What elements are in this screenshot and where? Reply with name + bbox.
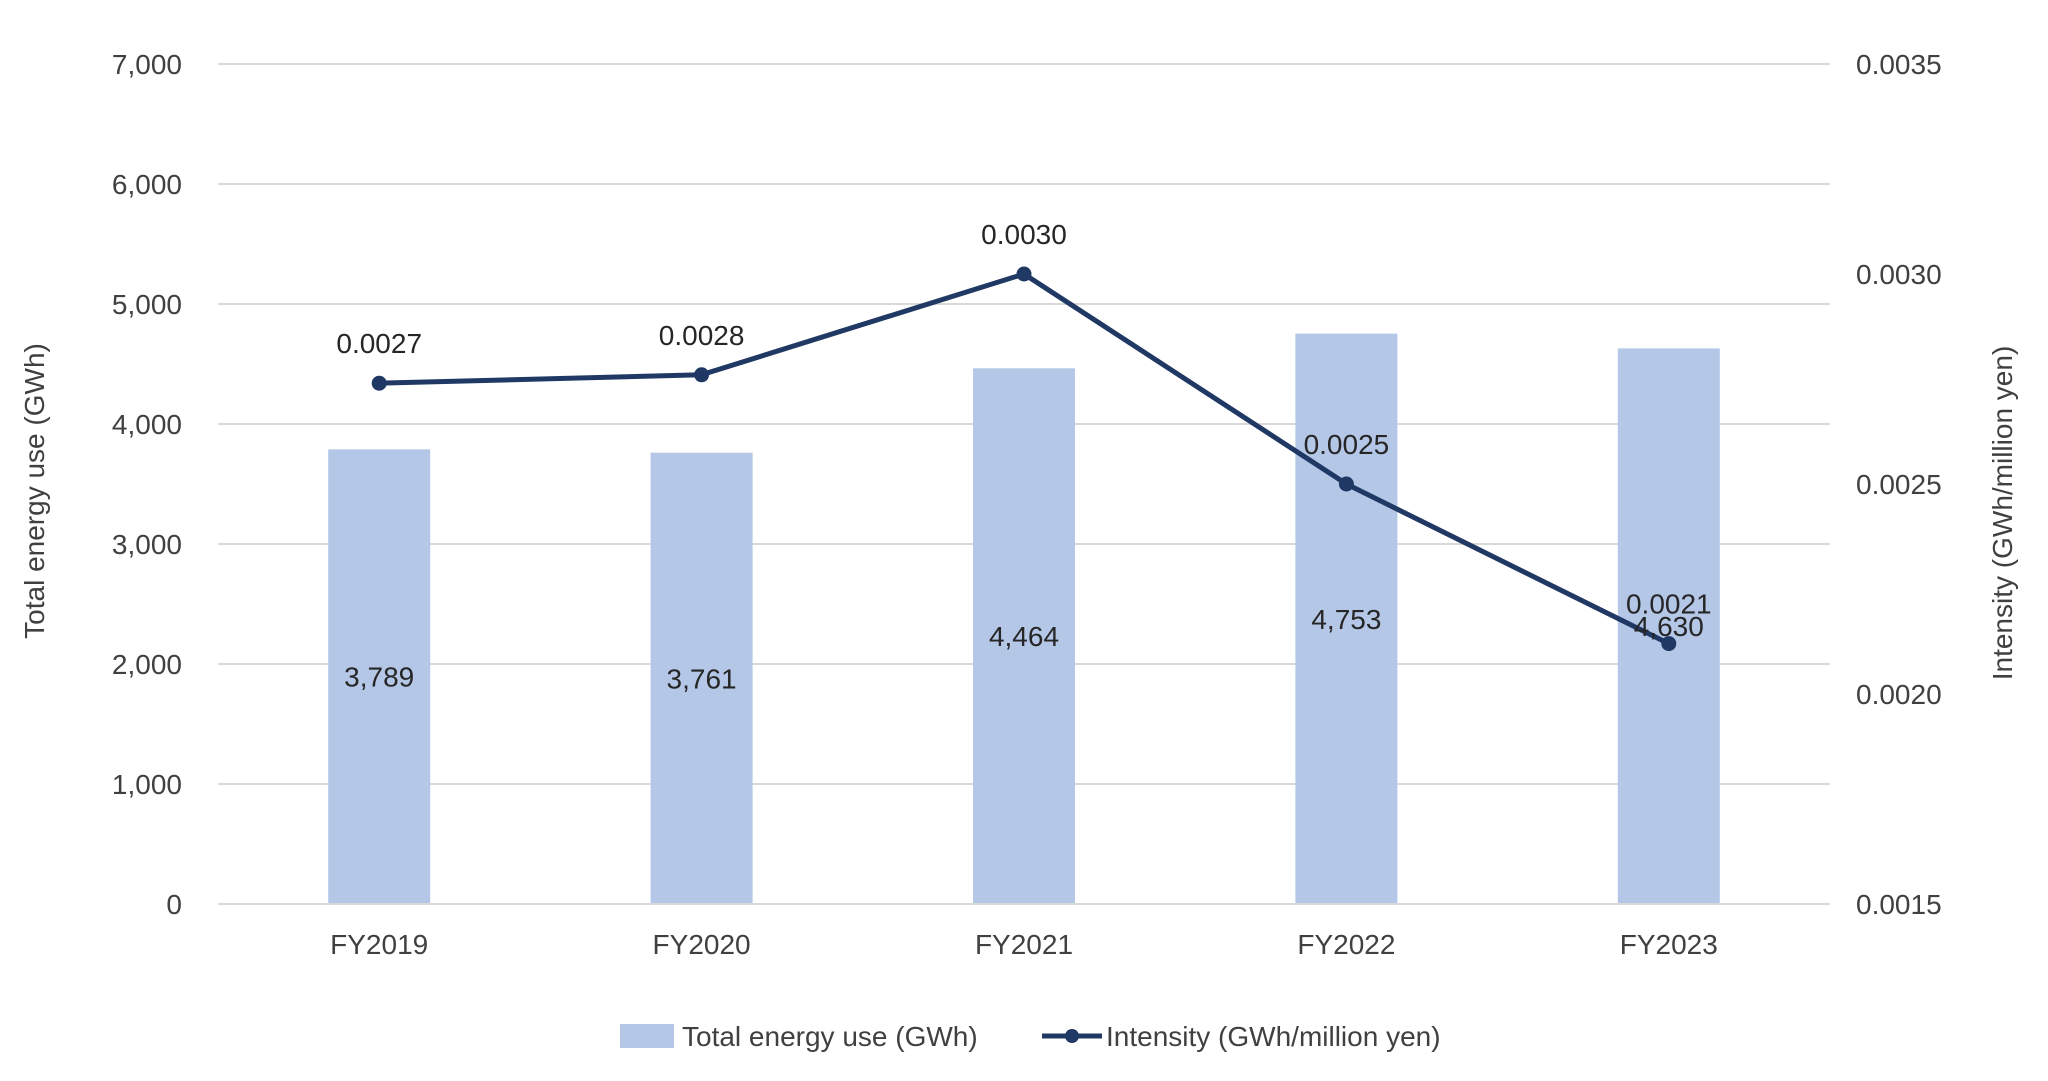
bar-data-label: 3,761: [667, 663, 737, 694]
y-tick-label: 4,000: [112, 409, 182, 440]
line-point: [1661, 636, 1677, 652]
y2-tick-label: 0.0015: [1856, 889, 1942, 920]
x-tick-label: FY2021: [975, 929, 1073, 960]
bar: [1295, 333, 1398, 904]
bar-data-label: 3,789: [344, 662, 414, 693]
y-tick-label: 1,000: [112, 769, 182, 800]
line-series: [371, 266, 1677, 652]
y2-tick-label: 0.0020: [1856, 679, 1942, 710]
bar-data-label: 4,753: [1311, 604, 1381, 635]
x-tick-label: FY2020: [653, 929, 751, 960]
legend: Total energy use (GWh) Intensity (GWh/mi…: [620, 1021, 1441, 1052]
line-data-label: 0.0030: [981, 219, 1067, 250]
line-data-label: 0.0025: [1304, 429, 1390, 460]
y2-tick-label: 0.0035: [1856, 49, 1942, 80]
bar: [328, 449, 431, 904]
axes: 0 1,000 2,000 3,000 4,000 5,000 6,000 7,000 0.00…: [112, 49, 1942, 960]
y-tick-label: 6,000: [112, 169, 182, 200]
y-tick-label: 5,000: [112, 289, 182, 320]
bar-data-label: 4,464: [989, 621, 1059, 652]
legend-line-marker: [1065, 1029, 1079, 1043]
x-tick-label: FY2022: [1297, 929, 1395, 960]
x-tick-label: FY2023: [1620, 929, 1718, 960]
line-point: [371, 375, 387, 391]
y2-tick-label: 0.0025: [1856, 469, 1942, 500]
y-tick-label: 3,000: [112, 529, 182, 560]
y-tick-label: 2,000: [112, 649, 182, 680]
line-data-label: 0.0028: [659, 320, 745, 351]
line-point: [1338, 476, 1354, 492]
legend-bar-label: Total energy use (GWh): [682, 1021, 978, 1052]
bar: [650, 452, 753, 904]
bar-series: [328, 333, 1720, 904]
y2-tick-label: 0.0030: [1856, 259, 1942, 290]
y-tick-label: 7,000: [112, 49, 182, 80]
legend-bar-swatch: [620, 1024, 674, 1048]
x-tick-label: FY2019: [330, 929, 428, 960]
line-data-label: 0.0027: [336, 328, 422, 359]
line-point: [1016, 266, 1032, 282]
bar-data-label: 4,630: [1634, 611, 1704, 642]
data-labels: 3,789 3,761 4,464 4,753 4,630 0.0027 0.0028 0.0…: [336, 219, 1711, 694]
y-axis-title: Total energy use (GWh): [19, 343, 50, 639]
y2-axis-title: Intensity (GWh/million yen): [1987, 346, 2018, 681]
line-point: [694, 367, 710, 383]
y-tick-label: 0: [166, 889, 182, 920]
line-data-label: 0.0021: [1626, 589, 1712, 620]
bar: [973, 368, 1075, 904]
legend-line-label: Intensity (GWh/million yen): [1106, 1021, 1441, 1052]
